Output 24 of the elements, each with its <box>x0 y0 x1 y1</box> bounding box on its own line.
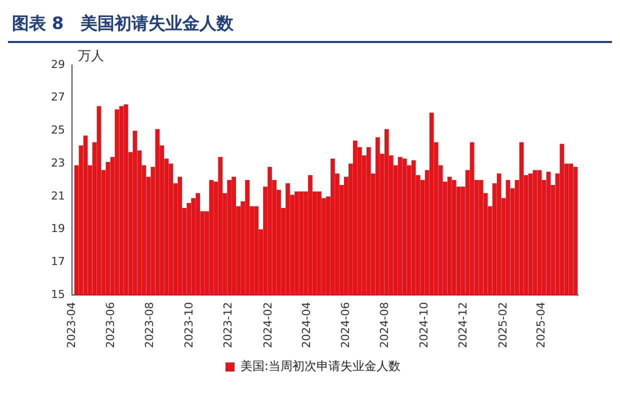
x-tick-label: 2024-02 <box>261 302 274 348</box>
x-tick-label: 2024-06 <box>339 302 352 348</box>
x-tick-label: 2023-10 <box>182 302 196 348</box>
x-tick-label: 2024-12 <box>456 302 470 348</box>
chart-title: 图表 8 美国初请失业金人数 <box>8 8 612 43</box>
y-tick-label: 15 <box>50 288 65 301</box>
y-tick-label: 23 <box>50 156 65 170</box>
x-tick-label: 2025-02 <box>496 302 510 348</box>
x-tick-label: 2024-08 <box>378 302 392 348</box>
y-axis-title: 万人 <box>78 48 104 64</box>
x-tick-label: 2024-04 <box>300 302 313 348</box>
x-tick-label: 2023-06 <box>104 302 118 348</box>
y-tick-label: 25 <box>50 124 65 137</box>
y-tick-label: 21 <box>50 189 65 202</box>
x-tick-label: 2023-12 <box>222 302 235 348</box>
y-tick-label: 19 <box>50 222 65 236</box>
x-tick-label: 2024-10 <box>417 302 430 348</box>
x-tick-label: 2025-04 <box>534 302 548 348</box>
y-tick-label: 29 <box>50 58 65 71</box>
x-tick-label: 2023-08 <box>143 302 156 348</box>
y-tick-label: 17 <box>50 255 65 268</box>
y-tick-label: 27 <box>50 90 65 104</box>
x-tick-label: 2023-04 <box>64 302 78 348</box>
legend-label: 美国:当周初次申请失业金人数 <box>240 359 401 374</box>
